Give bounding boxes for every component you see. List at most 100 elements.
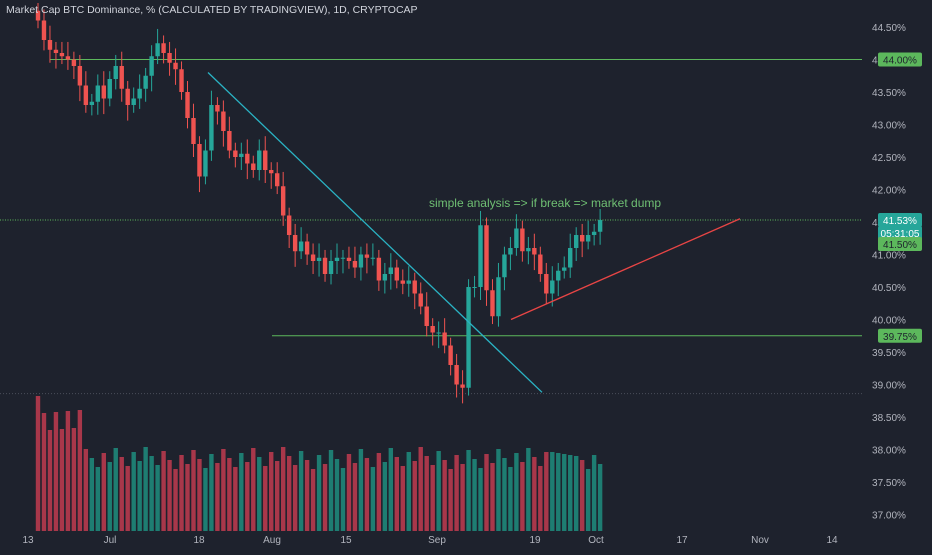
candle-body [412, 280, 417, 294]
volume-bar [550, 452, 555, 531]
volume-bar [179, 455, 184, 531]
candle-body [77, 66, 83, 86]
candle-body [460, 384, 465, 388]
candle-body [35, 10, 41, 21]
candle-body [161, 43, 166, 53]
candle-body [400, 280, 405, 284]
volume-bar [400, 466, 405, 531]
price-label-4150: 41.50% [878, 237, 922, 251]
volume-bar [203, 468, 208, 531]
volume-bar [286, 456, 292, 531]
volume-bar [352, 463, 358, 531]
time-axis: 13 Jul 18 Aug 15 Sep 19 Oct 17 Nov 14 [22, 535, 838, 546]
volume-bar [556, 453, 561, 531]
candle-body [257, 150, 262, 170]
volume-bar [448, 469, 453, 531]
volume-bar [263, 466, 268, 531]
volume-bar [322, 464, 328, 531]
candle-body [376, 257, 382, 281]
volume-bar [484, 454, 489, 531]
candle-body [424, 306, 429, 326]
volume-bar [579, 460, 585, 531]
countdown-label-text: 05:31:05 [881, 229, 920, 240]
volume-bar [328, 450, 334, 531]
candle-body [448, 345, 453, 365]
y-tick-label: 38.00% [872, 446, 906, 457]
candle-body [585, 235, 591, 242]
volume-bar [418, 447, 423, 531]
drawings [207, 72, 741, 393]
y-tick-label: 42.50% [872, 153, 906, 164]
volume-bar [53, 412, 59, 531]
candle-body [382, 274, 388, 281]
volume-bar [280, 447, 286, 531]
volume-bar [149, 456, 154, 531]
volume-bar [574, 456, 579, 531]
volume-bar [394, 457, 399, 531]
candle-body [526, 248, 531, 252]
volume-bar [430, 465, 435, 531]
volume-bar [514, 453, 519, 531]
candle-body [131, 98, 136, 105]
candle-body [197, 144, 202, 177]
volume-bar [137, 461, 142, 531]
volume-bar [83, 449, 89, 531]
volume-bar [233, 467, 238, 531]
volume-bar [424, 456, 429, 531]
volume-bar [526, 448, 531, 531]
candle-body [322, 257, 328, 274]
volume-bar [472, 459, 477, 531]
price-label-3975-text: 39.75% [883, 332, 917, 343]
x-tick-label: Nov [751, 535, 769, 546]
candle-body [286, 215, 292, 235]
candle-body [65, 56, 71, 60]
volume-bar [304, 460, 310, 531]
volume-bar [442, 460, 447, 531]
volume-bar [41, 413, 47, 531]
candle-body [310, 254, 316, 261]
chart-title: Market Cap BTC Dominance, % (CALCULATED … [6, 4, 418, 16]
candle-body [215, 105, 220, 112]
volume-bar [95, 467, 100, 531]
candle-body [203, 150, 208, 177]
y-tick-label: 39.00% [872, 381, 906, 392]
candle-body [71, 59, 77, 66]
candle-body [221, 111, 226, 131]
candle-body [358, 254, 364, 268]
price-label-44-bg [878, 52, 922, 67]
volume-bar [101, 453, 106, 531]
candle-body [47, 40, 53, 50]
volume-bar [65, 411, 71, 531]
volume-bar [209, 454, 214, 531]
volume-bar [460, 464, 465, 531]
x-tick-label: Aug [263, 535, 281, 546]
candle-body [556, 270, 561, 281]
candle-body [191, 118, 196, 144]
candle-body [269, 170, 274, 174]
volume-bar [358, 449, 364, 531]
volume-bar [591, 455, 597, 531]
price-axis: 44.50% 44.00% 43.50% 43.00% 42.50% 42.00% 41.5… [862, 0, 932, 550]
y-tick-label: 42.00% [872, 186, 906, 197]
volume-bar [388, 448, 394, 531]
volume-bar [508, 467, 513, 531]
volume-bar [131, 452, 136, 531]
price-label-4150-text: 41.50% [883, 240, 917, 251]
volume-bar [125, 466, 130, 531]
volume-bar [370, 467, 376, 531]
volume-bar [376, 453, 382, 531]
candle-body [496, 277, 501, 317]
volume-bar [143, 447, 148, 531]
candle-body [53, 49, 59, 53]
y-tick-label: 41.00% [872, 251, 906, 262]
volume-bar [340, 468, 346, 531]
x-tick-label: 17 [676, 535, 688, 546]
candle-body [149, 56, 154, 76]
candle-body [364, 254, 370, 258]
candle-body [209, 105, 214, 151]
candle-body [239, 153, 244, 157]
y-tick-label: 40.00% [872, 316, 906, 327]
